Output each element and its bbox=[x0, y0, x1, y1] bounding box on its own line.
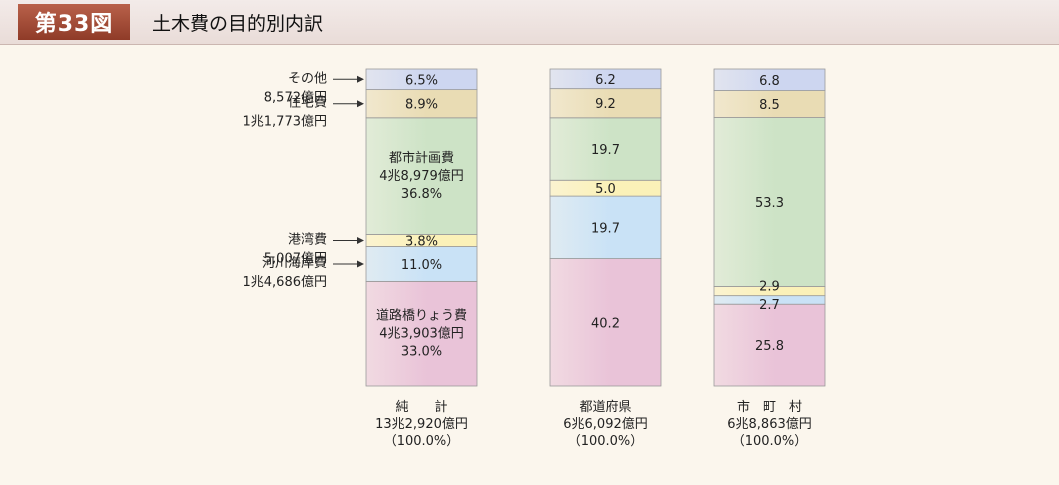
bar-segment-0-3 bbox=[365, 117, 478, 235]
category-label-2: 市 町 村 bbox=[737, 399, 802, 415]
segment-value-label-2-1: 2.7 bbox=[759, 298, 780, 313]
category-pct-label-0: （100.0%） bbox=[384, 434, 460, 449]
segment-value-label-1-0: 40.2 bbox=[591, 316, 620, 331]
bar-segment-1-0 bbox=[549, 258, 662, 387]
category-total-label-1: 6兆6,092億円 bbox=[563, 416, 648, 432]
figure-title: 土木費の目的別内訳 bbox=[152, 13, 324, 35]
legend-name-label-1: 河川海岸費 bbox=[262, 256, 327, 271]
segment-name-label-0-3: 都市計画費 bbox=[389, 150, 454, 166]
bar-segment-2-5 bbox=[713, 68, 826, 91]
segment-value-label-0-4: 8.9% bbox=[405, 98, 438, 113]
bar-segment-0-5 bbox=[365, 68, 478, 91]
segment-value-label-1-3: 19.7 bbox=[591, 143, 620, 158]
category-total-label-2: 6兆8,863億円 bbox=[727, 416, 812, 432]
bar-segment-1-4 bbox=[549, 88, 662, 119]
category-pct-label-1: （100.0%） bbox=[568, 434, 644, 449]
legend-arrow-head-5 bbox=[357, 75, 364, 83]
legend-amount-label-1: 1兆4,686億円 bbox=[243, 274, 328, 290]
legend-amount-label-2: 5,007億円 bbox=[264, 250, 327, 266]
plot-area: 道路橋りょう費 4兆3,903億円 33.0% 11.0% 3.8% 都市計画費 4兆8,9… bbox=[0, 44, 1059, 481]
bar-segment-0-0 bbox=[365, 280, 478, 387]
segment-value-label-2-0: 25.8 bbox=[755, 339, 784, 354]
segment-amount-label-0-0: 4兆3,903億円 bbox=[379, 326, 464, 342]
legend-amount-label-4: 1兆1,773億円 bbox=[243, 114, 328, 130]
segment-value-label-0-3: 36.8% bbox=[401, 187, 442, 202]
category-pct-label-2: （100.0%） bbox=[732, 434, 808, 449]
category-total-label-0: 13兆2,920億円 bbox=[375, 416, 468, 432]
legend-arrow-head-2 bbox=[357, 236, 364, 244]
segment-value-label-1-4: 9.2 bbox=[595, 97, 616, 112]
segment-value-label-0-1: 11.0% bbox=[401, 258, 442, 273]
legend-name-label-5: その他 bbox=[288, 71, 327, 86]
legend-name-label-2: 港湾費 bbox=[288, 231, 327, 247]
bar-segment-2-4 bbox=[713, 90, 826, 118]
segment-value-label-2-3: 53.3 bbox=[755, 196, 784, 211]
legend-amount-label-5: 8,572億円 bbox=[264, 89, 327, 105]
bar-segment-2-3 bbox=[713, 117, 826, 287]
segment-value-label-1-2: 5.0 bbox=[595, 182, 616, 197]
bar-segment-1-5 bbox=[549, 68, 662, 90]
segment-value-label-2-2: 2.9 bbox=[759, 279, 780, 294]
figure-number-badge: 第33図 bbox=[18, 4, 130, 40]
segment-value-label-1-5: 6.2 bbox=[595, 73, 616, 88]
segment-value-label-2-4: 8.5 bbox=[759, 98, 780, 113]
category-label-1: 都道府県 bbox=[579, 400, 631, 415]
segment-value-label-0-0: 33.0% bbox=[401, 345, 442, 360]
bar-segment-0-1 bbox=[365, 246, 478, 282]
stacked-bar-chart: 道路橋りょう費 4兆3,903億円 33.0% 11.0% 3.8% 都市計画費 4兆8,9… bbox=[243, 68, 826, 449]
legend-arrow-head-1 bbox=[357, 260, 364, 268]
segment-name-label-0-0: 道路橋りょう費 bbox=[376, 308, 467, 324]
segment-value-label-1-1: 19.7 bbox=[591, 221, 620, 236]
category-label-0: 純 計 bbox=[395, 399, 447, 415]
segment-value-label-2-5: 6.8 bbox=[759, 74, 780, 89]
figure-header: 第33図 土木費の目的別内訳 bbox=[0, 0, 1059, 45]
segment-value-label-0-2: 3.8% bbox=[405, 234, 438, 249]
bar-segment-0-4 bbox=[365, 89, 478, 119]
legend-arrow-head-4 bbox=[357, 100, 364, 108]
segment-amount-label-0-3: 4兆8,979億円 bbox=[379, 168, 464, 184]
legend-name-label-4: 住宅費 bbox=[288, 96, 327, 111]
bar-segment-1-1 bbox=[549, 195, 662, 259]
segment-value-label-0-5: 6.5% bbox=[405, 73, 438, 88]
